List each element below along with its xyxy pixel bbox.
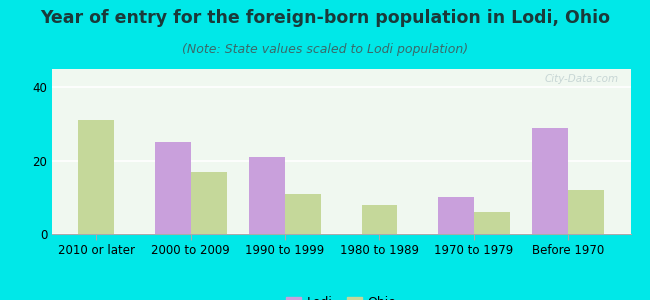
Text: (Note: State values scaled to Lodi population): (Note: State values scaled to Lodi popul… [182, 44, 468, 56]
Bar [568, 190, 604, 234]
Bar [438, 197, 474, 234]
Legend: Lodi, Ohio: Lodi, Ohio [281, 290, 401, 300]
Bar [190, 172, 227, 234]
Bar [285, 194, 321, 234]
Bar [361, 205, 397, 234]
Bar [474, 212, 510, 234]
Bar [155, 142, 190, 234]
Text: City-Data.com: City-Data.com [545, 74, 619, 84]
Text: Year of entry for the foreign-born population in Lodi, Ohio: Year of entry for the foreign-born popul… [40, 9, 610, 27]
Bar [78, 120, 114, 234]
Bar [532, 128, 568, 234]
Bar [249, 157, 285, 234]
